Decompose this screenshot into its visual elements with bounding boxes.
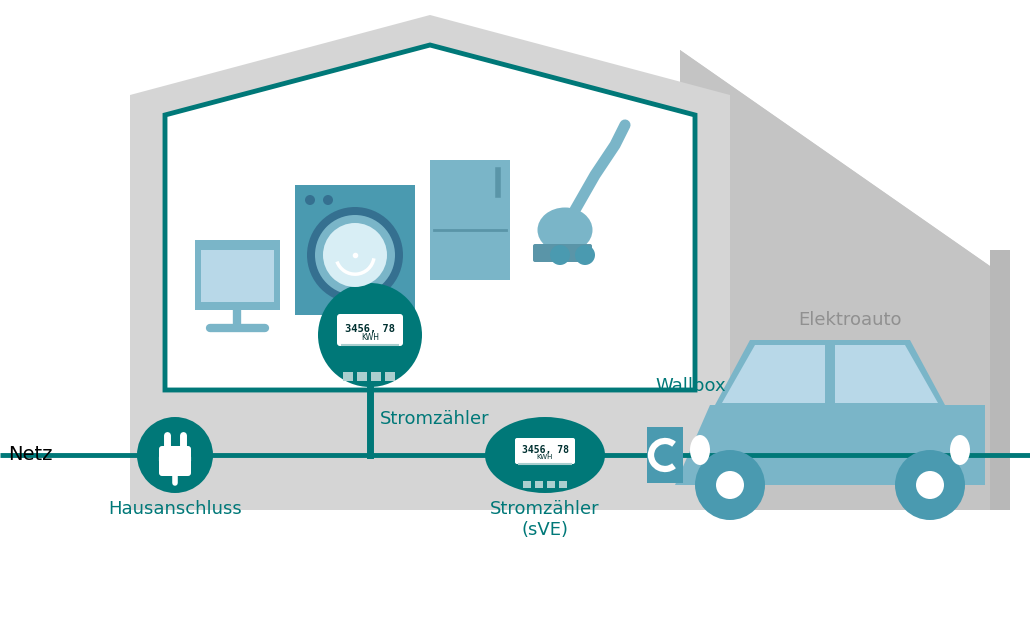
Text: 3456, 78: 3456, 78 bbox=[521, 445, 569, 455]
Circle shape bbox=[695, 450, 765, 520]
Bar bbox=[385, 372, 394, 381]
FancyBboxPatch shape bbox=[159, 446, 191, 476]
Text: Wallbox: Wallbox bbox=[655, 377, 725, 395]
Bar bbox=[357, 372, 367, 381]
Circle shape bbox=[315, 215, 394, 295]
Circle shape bbox=[550, 245, 570, 265]
Bar bbox=[547, 481, 555, 488]
FancyBboxPatch shape bbox=[430, 160, 510, 280]
Polygon shape bbox=[130, 15, 730, 510]
FancyBboxPatch shape bbox=[533, 244, 592, 262]
FancyBboxPatch shape bbox=[195, 240, 280, 310]
Circle shape bbox=[716, 471, 744, 499]
Polygon shape bbox=[675, 405, 985, 485]
Circle shape bbox=[895, 450, 965, 520]
Text: Netz: Netz bbox=[8, 446, 53, 464]
Text: Hausanschluss: Hausanschluss bbox=[108, 500, 242, 518]
Bar bbox=[523, 481, 531, 488]
Polygon shape bbox=[165, 45, 695, 390]
Ellipse shape bbox=[485, 417, 605, 493]
FancyBboxPatch shape bbox=[201, 250, 274, 302]
Circle shape bbox=[575, 245, 595, 265]
Circle shape bbox=[137, 417, 213, 493]
Bar bbox=[559, 481, 567, 488]
Polygon shape bbox=[715, 340, 945, 405]
FancyBboxPatch shape bbox=[337, 314, 403, 346]
Circle shape bbox=[323, 223, 387, 287]
Text: KWH: KWH bbox=[537, 454, 553, 460]
FancyBboxPatch shape bbox=[295, 185, 415, 315]
Polygon shape bbox=[722, 345, 825, 403]
Ellipse shape bbox=[690, 435, 710, 465]
FancyBboxPatch shape bbox=[647, 427, 683, 483]
Bar bbox=[371, 372, 381, 381]
Ellipse shape bbox=[950, 435, 970, 465]
Text: Stromzähler
(sVE): Stromzähler (sVE) bbox=[490, 500, 599, 539]
Polygon shape bbox=[680, 50, 1010, 510]
Bar bbox=[343, 372, 353, 381]
Circle shape bbox=[323, 195, 333, 205]
Circle shape bbox=[305, 195, 315, 205]
Bar bbox=[990, 250, 1010, 510]
Bar bbox=[535, 481, 543, 488]
Text: Elektroauto: Elektroauto bbox=[798, 311, 901, 329]
Circle shape bbox=[916, 471, 945, 499]
Text: Stromzähler: Stromzähler bbox=[380, 410, 489, 428]
Circle shape bbox=[307, 207, 403, 303]
Polygon shape bbox=[835, 345, 938, 403]
FancyBboxPatch shape bbox=[515, 438, 575, 464]
Ellipse shape bbox=[538, 208, 592, 253]
Polygon shape bbox=[680, 50, 1010, 510]
Circle shape bbox=[318, 283, 422, 387]
Text: KWH: KWH bbox=[360, 334, 379, 343]
Text: 3456, 78: 3456, 78 bbox=[345, 324, 394, 334]
